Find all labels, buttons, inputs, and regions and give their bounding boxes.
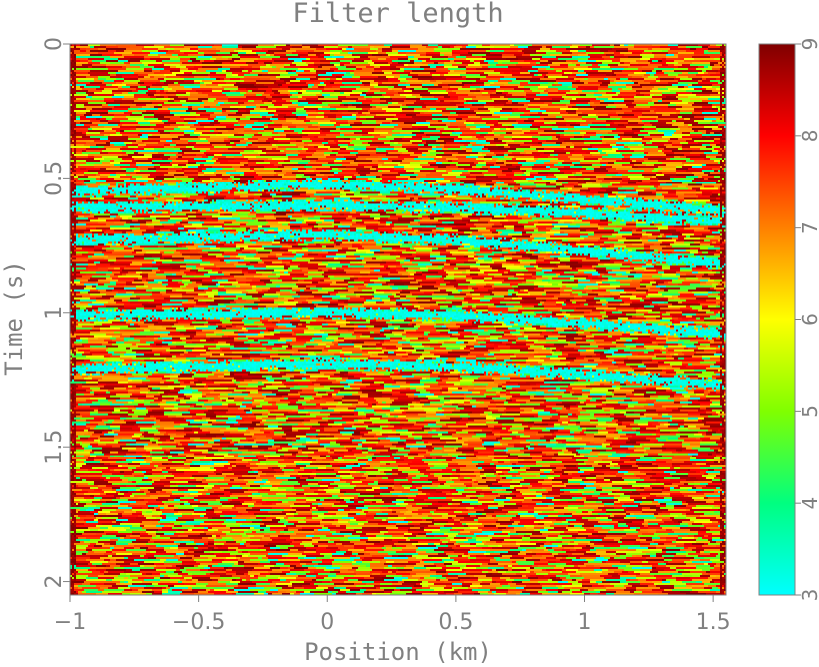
colorbar-tick-label: 7 <box>798 221 819 234</box>
y-tick-label: 0 <box>42 37 67 51</box>
colorbar-gradient <box>758 43 796 596</box>
colorbar-tick-label: 8 <box>798 129 819 142</box>
x-tick-label: 1 <box>578 610 592 635</box>
colorbar-tick-label: 5 <box>798 405 819 418</box>
heatmap-image <box>70 44 726 595</box>
colorbar-tick-label: 9 <box>798 38 819 51</box>
x-tick-label: 0.5 <box>438 610 473 635</box>
y-tick-label: 0.5 <box>42 161 67 196</box>
colorbar-tick-label: 4 <box>798 497 819 510</box>
x-axis: −1 −0.5 0 0.5 1 1.5 <box>54 595 731 635</box>
y-axis: 0 0.5 1 1.5 2 <box>42 37 70 589</box>
plot-frame <box>69 43 727 596</box>
x-tick-label: −1 <box>54 610 86 635</box>
colorbar-tick-label: 3 <box>798 589 819 602</box>
colorbar-tick-label: 6 <box>798 313 819 326</box>
x-tick-label: 0 <box>320 610 334 635</box>
x-axis-label: Position (km) <box>304 638 492 666</box>
colorbar: 3 4 5 6 7 8 9 <box>758 38 819 602</box>
y-tick-label: 2 <box>42 575 67 589</box>
x-tick-label: −0.5 <box>172 610 225 635</box>
colorbar-ticks: 3 4 5 6 7 8 9 <box>795 38 819 602</box>
plot-area <box>69 43 727 596</box>
y-axis-label: Time (s) <box>0 260 28 376</box>
x-tick-label: 1.5 <box>696 610 731 635</box>
y-tick-label: 1.5 <box>42 430 67 465</box>
chart-title: Filter length <box>292 0 503 29</box>
y-tick-label: 1 <box>42 306 67 320</box>
